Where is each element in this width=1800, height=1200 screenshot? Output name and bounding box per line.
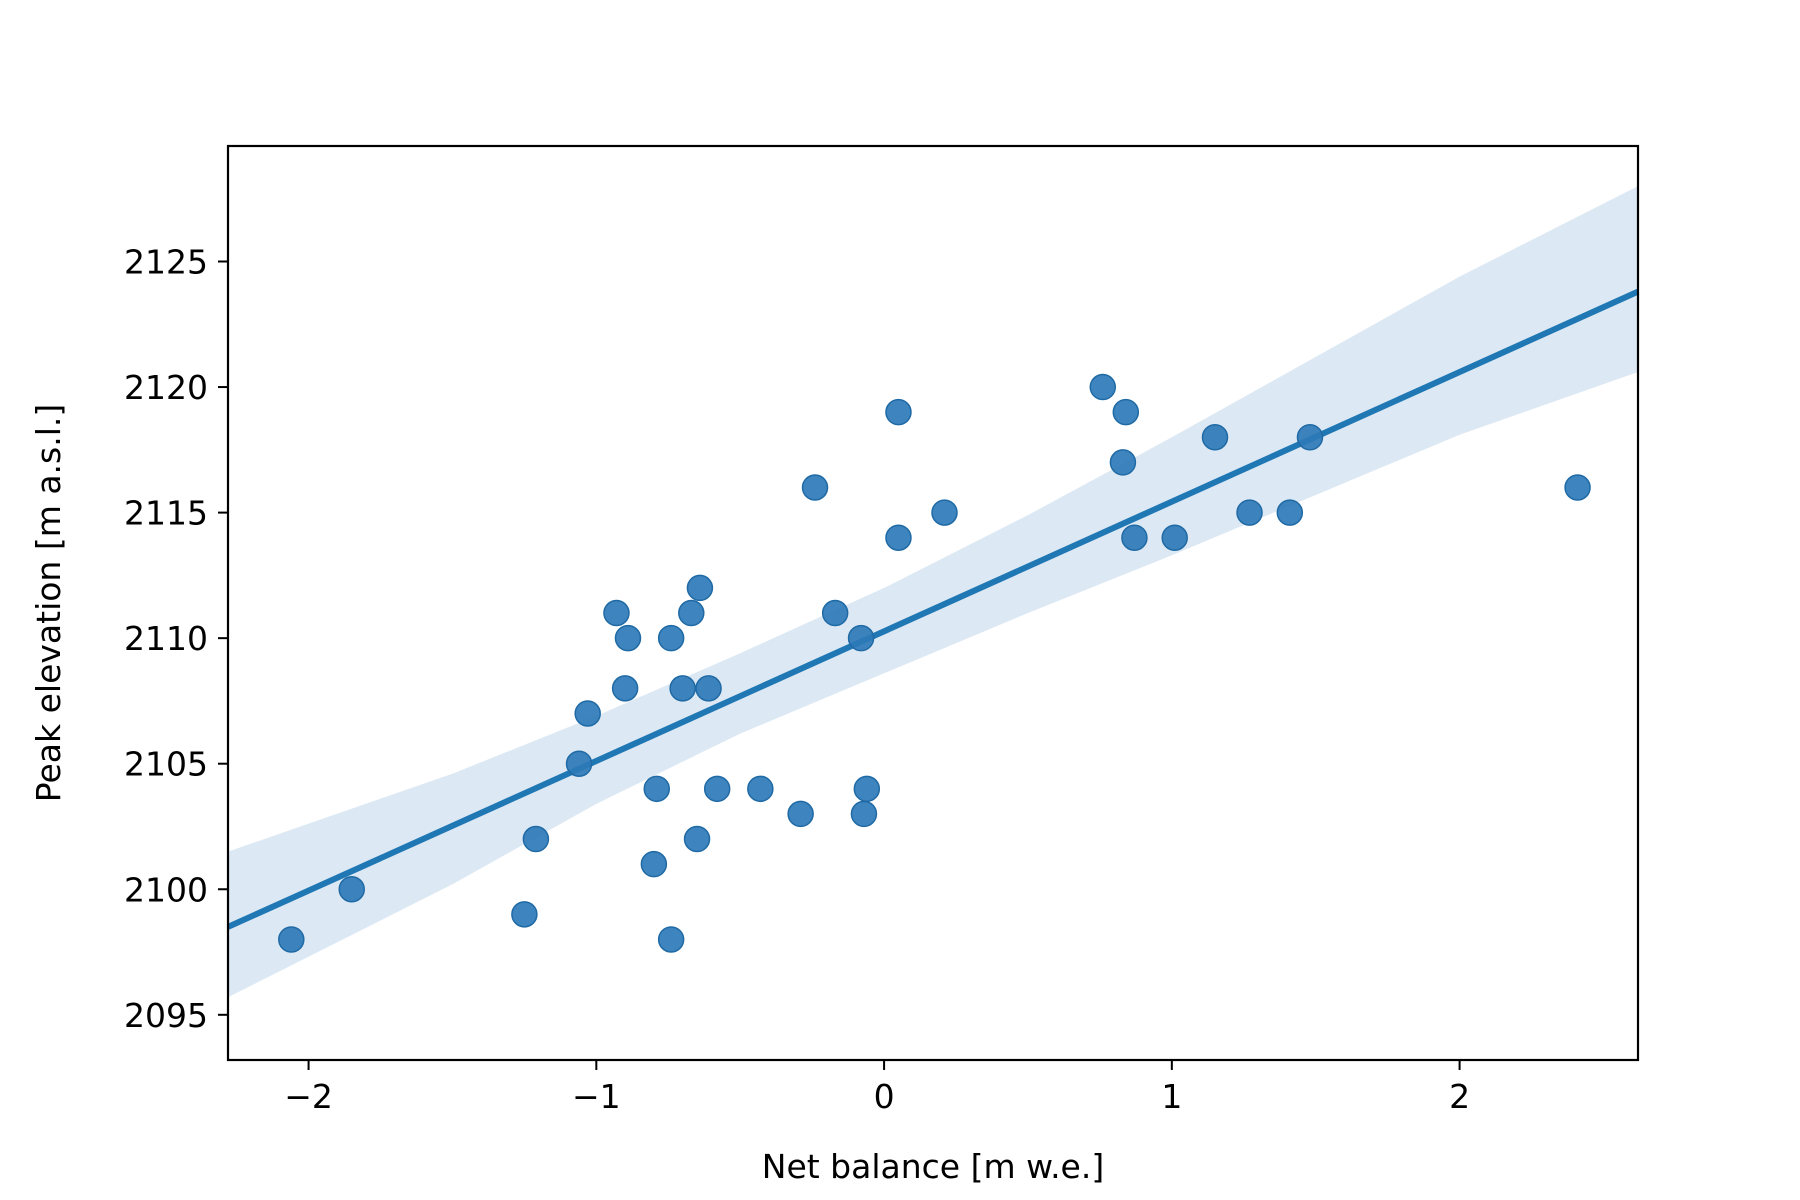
data-point [643,775,671,803]
data-point [747,775,774,803]
data-point [1236,499,1263,526]
confidence-band-layer [228,186,1638,998]
confidence-band [228,186,1638,998]
y-tick-label: 2115 [124,494,208,533]
data-point [821,599,849,627]
x-tick-label: −2 [284,1077,333,1116]
plot-area-frame [226,144,1640,1062]
data-point [511,901,538,928]
x-tick-label: 2 [1449,1077,1470,1116]
data-point [1296,424,1324,451]
y-tick-label: 2110 [124,619,208,658]
data-point [640,850,668,878]
x-tick-label: 1 [1161,1077,1182,1116]
data-point [683,825,711,853]
x-axis-label: Net balance [m w.e.] [762,1147,1104,1186]
y-tick-label: 2105 [124,745,208,784]
data-point [847,624,875,652]
data-points-layer [278,373,1591,953]
data-point [853,775,881,803]
data-point [278,926,305,953]
data-point [574,700,601,727]
data-point [1161,524,1188,551]
data-point [657,926,685,953]
y-tick-label: 2100 [124,870,208,909]
y-axis-label: Peak elevation [m a.s.l.] [29,404,68,803]
regression-line-layer [226,288,1640,930]
data-point [801,474,829,501]
data-point [522,825,550,853]
data-point [787,800,814,828]
data-point [695,675,722,702]
data-point [1276,499,1304,526]
data-point [703,775,731,803]
data-point [850,800,878,828]
x-axis: −2 −1 0 1 2 [284,1060,1470,1116]
data-point [565,750,593,777]
y-tick-label: 2125 [124,243,208,282]
y-axis: 2095 2100 2105 2110 2115 2120 2125 [124,243,228,1035]
data-point [686,574,714,602]
data-point [885,524,912,551]
data-point [678,599,705,627]
y-tick-label: 2095 [124,996,208,1035]
data-point [885,398,912,426]
data-point [657,624,685,652]
data-point [611,675,639,702]
data-point [1564,474,1591,501]
data-point [931,499,958,526]
data-point [1121,524,1148,551]
x-tick-label: −1 [572,1077,621,1116]
data-point [614,624,642,652]
regression-line [226,288,1640,930]
y-tick-label: 2120 [124,368,208,407]
data-point [1201,424,1229,451]
data-point [1109,449,1137,476]
data-point [1112,398,1140,426]
data-point [338,876,365,903]
data-point [1089,373,1117,401]
data-point [669,675,696,702]
x-tick-label: 0 [874,1077,895,1116]
data-point [603,599,630,627]
